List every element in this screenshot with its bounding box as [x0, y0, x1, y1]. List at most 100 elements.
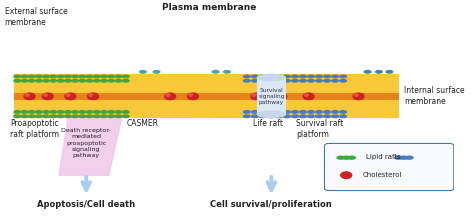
- Circle shape: [240, 74, 248, 78]
- Circle shape: [299, 74, 307, 78]
- Circle shape: [349, 114, 357, 118]
- Circle shape: [215, 114, 223, 118]
- Circle shape: [215, 110, 223, 114]
- Circle shape: [27, 74, 36, 78]
- Circle shape: [131, 110, 139, 114]
- Circle shape: [291, 110, 299, 114]
- Circle shape: [148, 74, 156, 78]
- Circle shape: [49, 110, 57, 114]
- Circle shape: [85, 110, 94, 114]
- Circle shape: [78, 110, 86, 114]
- Circle shape: [107, 114, 115, 118]
- Circle shape: [39, 114, 47, 118]
- Circle shape: [14, 110, 22, 114]
- Circle shape: [182, 79, 190, 83]
- Circle shape: [81, 110, 89, 114]
- Circle shape: [323, 79, 331, 83]
- Circle shape: [291, 114, 299, 118]
- Circle shape: [257, 74, 265, 78]
- Circle shape: [207, 114, 215, 118]
- Text: CASMER: CASMER: [126, 119, 158, 128]
- Circle shape: [55, 110, 64, 114]
- Circle shape: [114, 114, 122, 118]
- Circle shape: [198, 74, 206, 78]
- Circle shape: [47, 74, 55, 78]
- Circle shape: [307, 114, 315, 118]
- Circle shape: [364, 70, 372, 74]
- Circle shape: [331, 110, 339, 114]
- Circle shape: [164, 74, 173, 78]
- Circle shape: [324, 114, 332, 118]
- Circle shape: [49, 74, 57, 78]
- Circle shape: [357, 74, 365, 78]
- Circle shape: [366, 110, 374, 114]
- Circle shape: [299, 114, 307, 118]
- Text: Internal surface
membrane: Internal surface membrane: [404, 86, 465, 106]
- Circle shape: [232, 79, 240, 83]
- Circle shape: [98, 114, 106, 118]
- Circle shape: [182, 114, 190, 118]
- Circle shape: [148, 114, 156, 118]
- Circle shape: [131, 114, 139, 118]
- Circle shape: [13, 79, 21, 83]
- Circle shape: [190, 79, 198, 83]
- Circle shape: [259, 74, 267, 78]
- Circle shape: [42, 79, 50, 83]
- Circle shape: [20, 114, 28, 118]
- Circle shape: [100, 74, 108, 78]
- Circle shape: [307, 110, 315, 114]
- Text: Proapoptotic
raft platform: Proapoptotic raft platform: [10, 119, 59, 140]
- Circle shape: [98, 79, 106, 83]
- Circle shape: [81, 114, 89, 118]
- Circle shape: [27, 114, 36, 118]
- Circle shape: [240, 114, 248, 118]
- Circle shape: [164, 79, 173, 83]
- Circle shape: [299, 114, 307, 118]
- Circle shape: [71, 114, 79, 118]
- Circle shape: [131, 74, 139, 78]
- Circle shape: [265, 79, 273, 83]
- Circle shape: [107, 79, 115, 83]
- Circle shape: [347, 155, 356, 160]
- Circle shape: [22, 114, 30, 118]
- Circle shape: [20, 74, 28, 78]
- Circle shape: [93, 79, 101, 83]
- Circle shape: [307, 79, 315, 83]
- Circle shape: [73, 79, 81, 83]
- Circle shape: [307, 114, 315, 118]
- Circle shape: [207, 79, 215, 83]
- Circle shape: [89, 114, 97, 118]
- Circle shape: [182, 74, 190, 78]
- Circle shape: [341, 110, 349, 114]
- Circle shape: [81, 79, 89, 83]
- Circle shape: [173, 114, 181, 118]
- Circle shape: [73, 74, 81, 78]
- Ellipse shape: [89, 94, 93, 96]
- Text: Cell survival/proliferation: Cell survival/proliferation: [210, 200, 332, 209]
- Circle shape: [324, 79, 332, 83]
- Text: Lipid rafts: Lipid rafts: [366, 154, 401, 160]
- Circle shape: [39, 110, 47, 114]
- Circle shape: [14, 79, 22, 83]
- Circle shape: [114, 74, 122, 78]
- Circle shape: [275, 114, 283, 118]
- Circle shape: [22, 79, 30, 83]
- Circle shape: [240, 79, 248, 83]
- Circle shape: [173, 110, 181, 114]
- Circle shape: [307, 74, 315, 78]
- Circle shape: [223, 114, 231, 118]
- Circle shape: [240, 110, 248, 114]
- Circle shape: [366, 74, 374, 78]
- Circle shape: [198, 79, 206, 83]
- Circle shape: [139, 79, 148, 83]
- Circle shape: [342, 155, 351, 160]
- Circle shape: [275, 79, 283, 83]
- Circle shape: [207, 110, 215, 114]
- Circle shape: [223, 79, 231, 83]
- Circle shape: [56, 114, 65, 118]
- Circle shape: [64, 114, 72, 118]
- Circle shape: [190, 110, 198, 114]
- Circle shape: [374, 110, 383, 114]
- Circle shape: [122, 110, 130, 114]
- Circle shape: [35, 110, 43, 114]
